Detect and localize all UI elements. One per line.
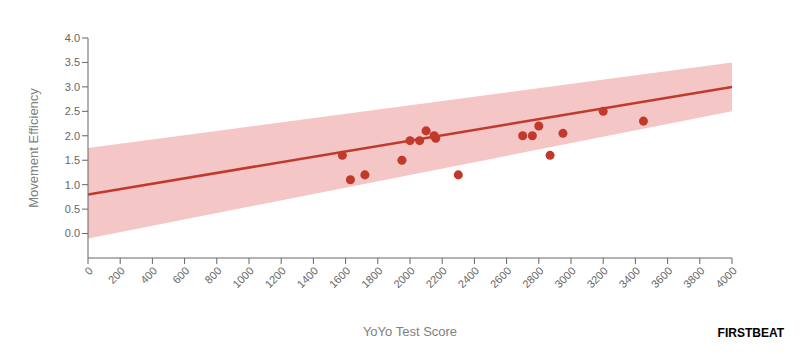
svg-text:0.0: 0.0 xyxy=(65,227,80,239)
svg-text:400: 400 xyxy=(138,264,159,285)
svg-text:YoYo Test Score: YoYo Test Score xyxy=(363,324,457,339)
svg-text:1.0: 1.0 xyxy=(65,179,80,191)
svg-text:1800: 1800 xyxy=(359,264,385,290)
svg-text:2600: 2600 xyxy=(488,264,514,290)
svg-text:0: 0 xyxy=(82,264,95,277)
svg-text:3400: 3400 xyxy=(617,264,643,290)
svg-text:2800: 2800 xyxy=(520,264,546,290)
svg-text:2400: 2400 xyxy=(456,264,482,290)
svg-text:800: 800 xyxy=(202,264,223,285)
svg-text:3.5: 3.5 xyxy=(65,56,80,68)
svg-text:4.0: 4.0 xyxy=(65,32,80,44)
svg-text:1.5: 1.5 xyxy=(65,154,80,166)
svg-text:1200: 1200 xyxy=(262,264,288,290)
svg-text:1000: 1000 xyxy=(230,264,256,290)
svg-text:Movement Efficiency: Movement Efficiency xyxy=(26,88,41,208)
svg-text:0.5: 0.5 xyxy=(65,203,80,215)
svg-text:2.5: 2.5 xyxy=(65,105,80,117)
svg-text:1600: 1600 xyxy=(327,264,353,290)
svg-text:4000: 4000 xyxy=(713,264,739,290)
svg-text:2.0: 2.0 xyxy=(65,130,80,142)
svg-text:3.0: 3.0 xyxy=(65,81,80,93)
svg-text:3800: 3800 xyxy=(681,264,707,290)
svg-text:200: 200 xyxy=(106,264,127,285)
svg-text:600: 600 xyxy=(170,264,191,285)
html-text:FIRSTBEAT: FIRSTBEAT xyxy=(717,326,784,340)
svg-text:3600: 3600 xyxy=(649,264,675,290)
svg-text:2000: 2000 xyxy=(391,264,417,290)
svg-text:2200: 2200 xyxy=(423,264,449,290)
svg-text:1400: 1400 xyxy=(295,264,321,290)
svg-text:3000: 3000 xyxy=(552,264,578,290)
svg-text:3200: 3200 xyxy=(584,264,610,290)
